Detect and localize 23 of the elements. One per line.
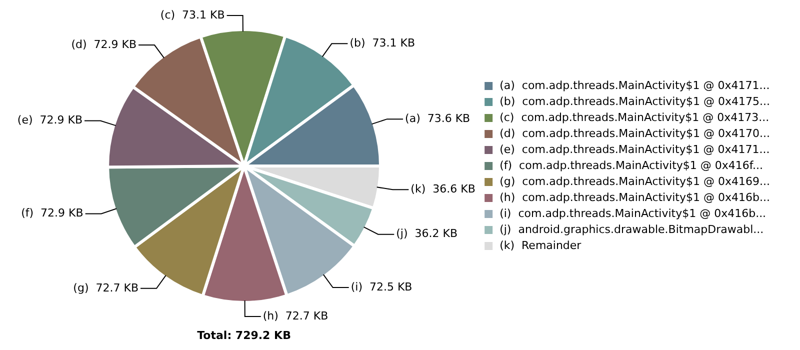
legend-label: (j) android.graphics.drawable.BitmapDrawabl...	[500, 222, 764, 236]
data-label: (i) 72.5 KB	[350, 280, 412, 294]
data-label: (c) 73.1 KB	[160, 8, 225, 22]
legend-label: (i) com.adp.threads.MainActivity$1 @ 0x416b...	[500, 206, 766, 220]
legend-label: (a) com.adp.threads.MainActivity$1 @ 0x4171...	[500, 78, 770, 92]
legend-label: (h) com.adp.threads.MainActivity$1 @ 0x416b...	[500, 190, 770, 204]
data-label: (d) 72.9 KB	[71, 38, 137, 51]
data-label: (j) 36.2 KB	[396, 227, 458, 240]
data-label: (h) 72.7 KB	[262, 309, 328, 322]
data-label: (g) 72.7 KB	[73, 281, 138, 294]
legend-label: (d) com.adp.threads.MainActivity$1 @ 0x4170...	[500, 126, 770, 140]
legend-label: (c) com.adp.threads.MainActivity$1 @ 0x4173...	[500, 110, 770, 124]
legend-label: (k) Remainder	[500, 238, 582, 252]
legend-label: (e) com.adp.threads.MainActivity$1 @ 0x4171...	[500, 142, 770, 156]
legend-label: (g) com.adp.threads.MainActivity$1 @ 0x4169...	[500, 174, 770, 188]
legend-label: (f) com.adp.threads.MainActivity$1 @ 0x416f...	[500, 158, 763, 172]
data-label: (f) 72.9 KB	[21, 206, 84, 220]
data-label: (e) 72.9 KB	[17, 114, 83, 127]
legend-label: (b) com.adp.threads.MainActivity$1 @ 0x4175...	[500, 94, 770, 108]
data-label: (b) 73.1 KB	[350, 36, 416, 50]
data-label: (k) 36.6 KB	[410, 182, 476, 196]
data-label: (a) 73.6 KB	[405, 112, 470, 125]
text: Total: 729.2 KB	[197, 328, 291, 342]
